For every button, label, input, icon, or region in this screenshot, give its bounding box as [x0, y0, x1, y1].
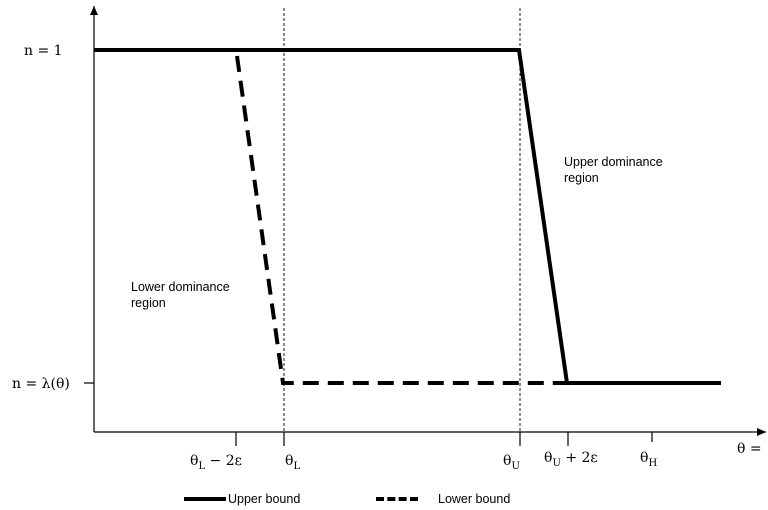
y-label-top: n = 1 [24, 43, 63, 59]
legend-solid-line-swatch [184, 497, 226, 501]
upper-bound-curve [94, 48, 721, 385]
x-axis-label: θ = [737, 441, 762, 457]
upper-region-label-line2: region [564, 171, 599, 185]
legend-upper-label: Upper bound [228, 492, 301, 506]
x-label-theta-u-plus: θU + 2ε [544, 450, 598, 469]
lower-bound-curve [235, 55, 570, 385]
x-label-theta-h: θH [640, 450, 657, 469]
legend-dashed-line-swatch [376, 497, 418, 501]
lower-region-label-line1: Lower dominance [131, 280, 230, 294]
legend-lower-bound: Lower bound [376, 490, 510, 508]
lower-region-label-line2: region [131, 296, 166, 310]
legend-upper-bound: Upper bound [184, 490, 300, 508]
x-label-theta-l: θL [285, 453, 300, 472]
x-label-theta-l-minus: θL − 2ε [190, 453, 242, 472]
x-label-theta-u: θU [503, 453, 520, 472]
upper-region-label-line1: Upper dominance [564, 155, 663, 169]
legend-lower-label: Lower bound [438, 492, 511, 506]
y-label-bottom: n = λ(θ) [12, 376, 70, 392]
